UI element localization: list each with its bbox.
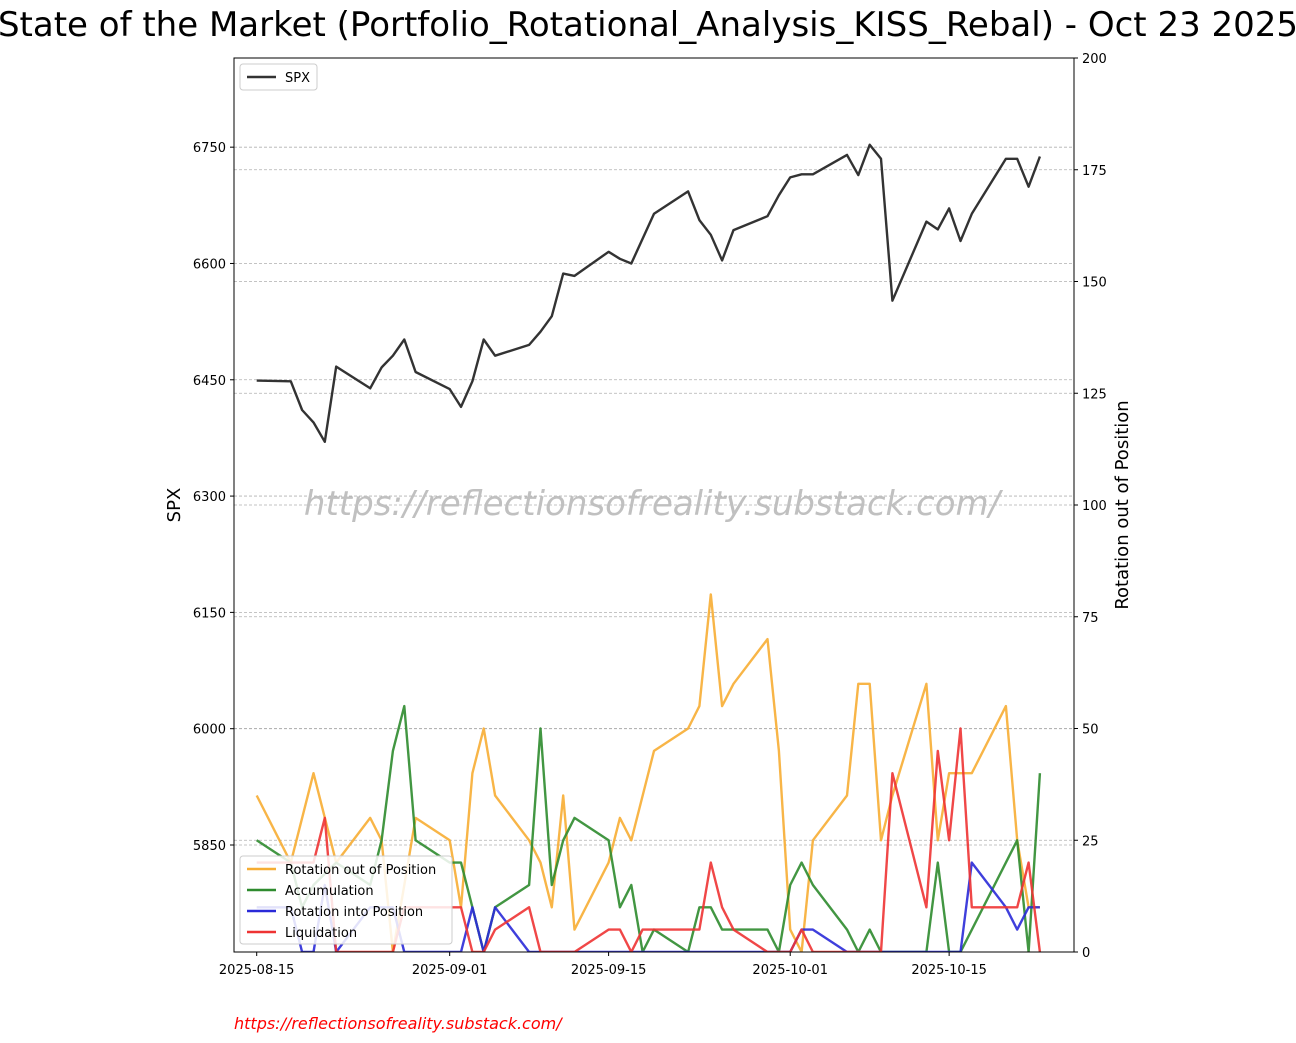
legend-label-spx: SPX [285, 71, 310, 86]
watermark-text: https://reflectionsofreality.substack.co… [304, 484, 1004, 524]
chart-title: State of the Market (Portfolio_Rotationa… [0, 5, 1296, 45]
legend-rotation: Rotation out of Position Accumulation Rota… [239, 855, 453, 945]
grid-lines [234, 146, 1074, 846]
legend-box [239, 855, 453, 945]
series-line-spx [256, 143, 1042, 443]
right-tick-label: 125 [1082, 387, 1107, 402]
legend-spx: SPX [239, 63, 318, 91]
left-tick-label: 6450 [193, 374, 226, 389]
series-line-rotation-out-of-position [255, 593, 1040, 952]
right-tick-label: 75 [1082, 611, 1099, 626]
x-tick-label: 2025-09-15 [571, 963, 647, 978]
x-tick-label: 2025-10-01 [752, 963, 828, 978]
right-tick-label: 0 [1082, 946, 1090, 961]
x-tick-label: 2025-10-15 [911, 963, 987, 978]
x-tick-label: 2025-08-15 [219, 963, 295, 978]
right-tick-label: 200 [1082, 52, 1107, 67]
legend-label-accumulation: Accumulation [285, 884, 374, 899]
x-tick-label: 2025-09-01 [412, 963, 488, 978]
footer-link[interactable]: https://reflectionsofreality.substack.co… [234, 1014, 563, 1033]
left-axis-title: SPX [164, 488, 185, 523]
left-tick-label: 6600 [193, 257, 226, 272]
left-tick-label: 6150 [193, 606, 226, 621]
right-tick-label: 25 [1082, 834, 1099, 849]
bottom-axis: 2025-08-15 2025-09-01 2025-09-15 2025-10-01… [219, 952, 987, 978]
legend-label-rotation-out-of-position: Rotation out of Position [285, 863, 436, 878]
series-line-liquidation [256, 727, 1042, 952]
left-tick-label: 5850 [193, 839, 226, 854]
left-tick-label: 6300 [193, 490, 226, 505]
left-axis: 5850 6000 6150 6300 6450 6600 6750 [193, 141, 234, 854]
left-tick-label: 6750 [193, 141, 226, 156]
right-axis-title: Rotation out of Position [1112, 400, 1133, 609]
right-tick-label: 150 [1082, 276, 1107, 291]
legend-box [239, 63, 318, 91]
left-tick-label: 6000 [193, 723, 226, 738]
series-line-accumulation [256, 704, 1042, 952]
right-tick-label: 100 [1082, 499, 1107, 514]
legend-label-rotation-into-position: Rotation into Position [285, 905, 423, 920]
right-axis: 0 25 50 75 100 125 150 175 200 [1074, 52, 1107, 961]
legend-label-liquidation: Liquidation [285, 926, 357, 941]
series-lines [255, 143, 1042, 952]
right-tick-label: 175 [1082, 164, 1107, 179]
right-tick-label: 50 [1082, 723, 1099, 738]
